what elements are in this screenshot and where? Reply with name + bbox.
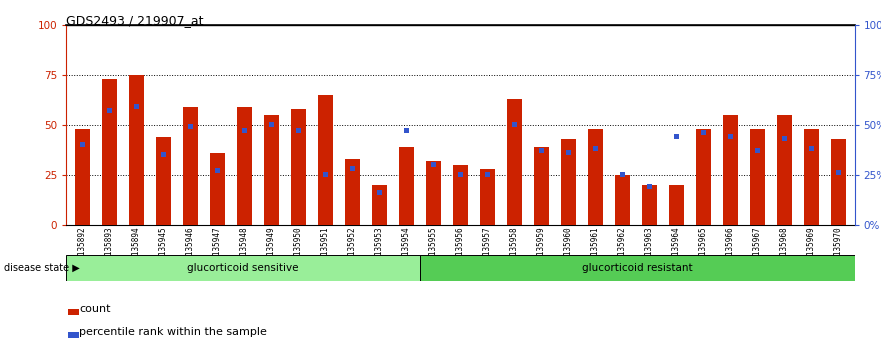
Bar <box>156 137 171 225</box>
Bar <box>404 128 409 133</box>
Bar <box>777 115 792 225</box>
Bar <box>728 134 733 139</box>
Bar <box>669 185 684 225</box>
Bar <box>69 332 79 338</box>
Bar <box>588 129 603 225</box>
Bar <box>642 185 656 225</box>
Bar <box>66 255 420 281</box>
Bar <box>318 95 333 225</box>
Bar <box>480 169 495 225</box>
Bar <box>836 170 840 175</box>
Bar <box>431 162 436 167</box>
Bar <box>647 184 652 189</box>
Bar <box>809 146 814 151</box>
Bar <box>269 122 274 127</box>
Bar <box>539 148 544 153</box>
Bar <box>210 153 225 225</box>
Bar <box>134 104 138 109</box>
Bar <box>831 139 846 225</box>
Bar <box>458 172 463 177</box>
Bar <box>534 147 549 225</box>
Bar <box>804 129 818 225</box>
Bar <box>291 109 306 225</box>
Bar <box>399 147 414 225</box>
Bar <box>485 172 490 177</box>
Bar <box>107 108 112 113</box>
Bar <box>188 124 193 129</box>
Bar <box>264 115 278 225</box>
Text: glucorticoid resistant: glucorticoid resistant <box>581 263 692 273</box>
Bar <box>102 79 116 225</box>
Text: count: count <box>79 303 111 314</box>
Bar <box>561 139 576 225</box>
Bar <box>372 185 387 225</box>
Bar <box>593 146 597 151</box>
Bar <box>237 107 252 225</box>
Text: glucorticoid sensitive: glucorticoid sensitive <box>187 263 299 273</box>
Bar <box>453 165 468 225</box>
Bar <box>512 122 516 127</box>
Bar <box>215 168 219 173</box>
Bar <box>782 136 787 141</box>
Bar <box>426 161 440 225</box>
Bar <box>750 129 765 225</box>
Bar <box>420 255 855 281</box>
Bar <box>566 150 571 155</box>
Bar <box>323 172 328 177</box>
Bar <box>696 129 711 225</box>
Bar <box>620 172 625 177</box>
Text: disease state ▶: disease state ▶ <box>4 263 80 273</box>
Bar <box>344 159 359 225</box>
Bar <box>350 166 355 171</box>
Bar <box>755 148 759 153</box>
Bar <box>507 99 522 225</box>
Bar <box>701 130 706 135</box>
Bar <box>674 134 678 139</box>
Bar <box>161 152 166 157</box>
Bar <box>80 142 85 147</box>
Bar <box>296 128 300 133</box>
Bar <box>242 128 247 133</box>
Bar <box>75 129 90 225</box>
Bar <box>723 115 737 225</box>
Bar <box>377 190 381 195</box>
Bar <box>129 75 144 225</box>
Bar <box>615 175 630 225</box>
Bar <box>69 309 79 314</box>
Bar <box>183 107 197 225</box>
Text: percentile rank within the sample: percentile rank within the sample <box>79 326 267 337</box>
Text: GDS2493 / 219907_at: GDS2493 / 219907_at <box>66 14 204 27</box>
